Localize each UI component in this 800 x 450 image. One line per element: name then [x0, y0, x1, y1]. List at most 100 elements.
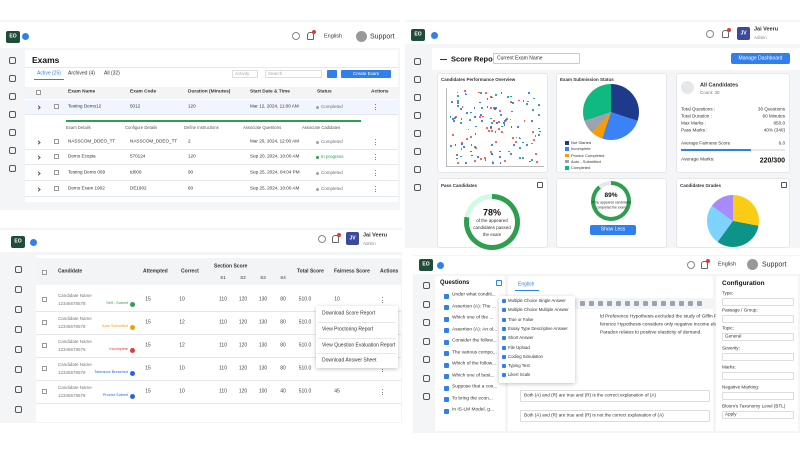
nav-icon — [414, 130, 421, 137]
scatter-point — [477, 156, 480, 159]
field-value[interactable]: Apply — [725, 411, 737, 417]
type-option[interactable]: Coding Simulation — [508, 353, 543, 359]
scatter-point — [454, 144, 457, 146]
candidate-name: Candidate Name — [58, 292, 92, 298]
question-item[interactable]: Under what conditi... — [452, 292, 496, 298]
type-option[interactable]: True or False — [508, 316, 534, 322]
question-item[interactable]: Consider the follow... — [452, 338, 497, 344]
scatter-point — [535, 152, 537, 155]
field-label: Marks: — [722, 364, 736, 370]
status-icon — [130, 301, 135, 307]
cell: 2 — [188, 138, 191, 144]
notification-dot — [337, 233, 341, 237]
stat-label: Total Questions : — [681, 106, 716, 112]
cell: 10 — [179, 388, 185, 395]
scatter-point — [494, 93, 497, 96]
scatter-point — [499, 114, 502, 116]
scatter-point — [526, 103, 528, 105]
progress-bar — [66, 120, 361, 122]
menu-divider — [318, 338, 396, 339]
question-item[interactable]: The various compo... — [452, 350, 497, 356]
pass-text: of the appeared — [476, 217, 508, 223]
plot-axis — [446, 166, 544, 167]
scatter-point — [522, 141, 525, 144]
type-option[interactable]: Short Answer — [508, 335, 534, 341]
menu-divider — [318, 353, 396, 354]
editor-tab[interactable]: English — [518, 281, 535, 288]
language-select[interactable]: English — [324, 33, 343, 40]
status-icon — [130, 347, 135, 353]
back-arrow — [440, 59, 447, 60]
checkbox — [42, 270, 47, 275]
toolbar-button — [670, 301, 675, 306]
pie-chart — [707, 195, 759, 247]
type-option[interactable]: Multiple Choice Multiple Answer — [508, 307, 569, 313]
exam-select-text[interactable]: Current Exam Name — [497, 55, 543, 62]
actions-icon — [382, 297, 384, 299]
question-item[interactable]: To bring the econ... — [452, 396, 493, 402]
type-option[interactable]: File Upload — [508, 344, 530, 350]
manage-button — [731, 53, 790, 64]
checkbox — [444, 305, 449, 310]
actions-icon — [375, 139, 377, 141]
language-select[interactable]: English — [718, 261, 737, 268]
tab[interactable]: Active (25) — [37, 70, 61, 77]
question-item[interactable]: Assertion (A): The ... — [452, 304, 496, 310]
nav-icon — [423, 374, 430, 382]
scatter-point — [481, 115, 484, 118]
cell: 12 — [179, 319, 185, 326]
plot-axis — [446, 88, 447, 166]
stat-value: 40% (340) — [763, 127, 785, 133]
scatter-point — [481, 120, 483, 123]
show-less-label[interactable]: Show Less — [600, 226, 626, 233]
candidate-name: Candidate Name — [58, 361, 92, 367]
scatter-point — [537, 103, 540, 106]
question-item[interactable]: Assertion (A): An ol... — [452, 327, 498, 333]
tab[interactable]: Archived (4) — [68, 70, 95, 77]
scatter-point — [479, 92, 482, 94]
tab[interactable]: All (32) — [104, 70, 120, 77]
question-item[interactable]: Suppose that a con... — [452, 384, 498, 390]
menu-item[interactable]: View Proctoring Report — [322, 326, 374, 333]
menu-item[interactable]: View Question Evaluation Report — [322, 342, 396, 349]
status-badge: Tolerance Breached — [94, 370, 128, 375]
sidebar-toggle — [22, 33, 29, 40]
cell: 130 — [258, 342, 268, 349]
nav-icon — [9, 111, 16, 118]
status-icon — [130, 324, 135, 330]
cell: 510.0 — [298, 296, 312, 303]
support-link[interactable]: Support — [762, 261, 787, 269]
scatter-point — [515, 136, 518, 139]
nav-icon — [414, 184, 421, 191]
scatter-point — [460, 155, 462, 158]
question-item[interactable]: Which of the follow... — [452, 361, 496, 367]
type-option[interactable]: Essay Type Descriptive Answer — [508, 325, 568, 331]
search-placeholder: Search — [268, 70, 283, 76]
scatter-point — [514, 140, 517, 143]
nav-icon — [414, 112, 421, 119]
field-value[interactable]: General — [725, 333, 742, 339]
fairness-fill — [681, 149, 751, 151]
question-item[interactable]: Which one of the ... — [452, 315, 494, 321]
legend-label: Completed — [571, 165, 591, 171]
actions-icon — [375, 188, 377, 190]
question-item[interactable]: Which one of best... — [452, 373, 495, 379]
cell: 10 — [179, 296, 185, 303]
scatter-point — [498, 150, 501, 153]
scatter-point — [503, 160, 506, 163]
manage-button-label[interactable]: Manage Dashboard — [738, 55, 783, 62]
create-button-label[interactable]: Create Exam — [352, 70, 380, 76]
support-link[interactable]: Support — [370, 33, 395, 41]
section-title: Configuration — [722, 279, 765, 287]
toolbar-button — [589, 301, 594, 306]
status-dot — [316, 105, 319, 109]
menu-item[interactable]: Download Answer Sheet — [322, 357, 377, 364]
menu-item[interactable]: Download Score Report — [322, 310, 376, 317]
type-option[interactable]: Typing Test — [508, 362, 530, 368]
type-option[interactable]: Multiple Choice Single Answer — [508, 297, 566, 303]
type-option[interactable]: Likert Scale — [508, 372, 531, 378]
type-dropdown — [499, 296, 575, 383]
question-item[interactable]: In IS-LM Model, g... — [452, 407, 494, 413]
cell: 110 — [219, 388, 227, 395]
scatter-point — [510, 153, 513, 156]
